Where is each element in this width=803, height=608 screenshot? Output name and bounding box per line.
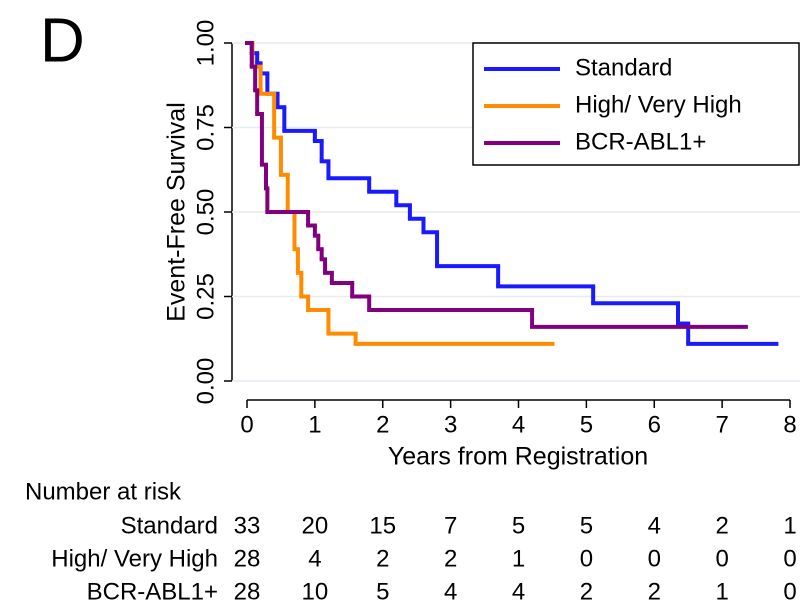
y-tick-label: 0.75: [192, 104, 219, 151]
risk-count: 5: [376, 578, 389, 605]
x-tick-label: 3: [444, 411, 457, 438]
y-tick-label: 0.00: [192, 358, 219, 405]
risk-count: 4: [648, 512, 661, 539]
risk-count: 1: [783, 512, 796, 539]
x-tick-label: 2: [376, 411, 389, 438]
risk-count: 20: [302, 512, 329, 539]
risk-count: 0: [648, 545, 661, 572]
y-tick-label: 0.50: [192, 189, 219, 236]
x-tick-label: 7: [715, 411, 728, 438]
risk-row-label: Standard: [121, 512, 218, 539]
x-axis-title: Years from Registration: [388, 443, 648, 471]
risk-count: 2: [444, 545, 457, 572]
x-tick-label: 8: [783, 411, 796, 438]
risk-count: 2: [580, 578, 593, 605]
risk-count: 10: [302, 578, 329, 605]
risk-count: 0: [783, 578, 796, 605]
risk-count: 15: [369, 512, 396, 539]
risk-count: 33: [234, 512, 261, 539]
y-tick-label: 0.25: [192, 273, 219, 320]
risk-count: 4: [444, 578, 457, 605]
risk-count: 2: [376, 545, 389, 572]
risk-row-label: BCR-ABL1+: [87, 578, 218, 605]
risk-count: 4: [308, 545, 321, 572]
risk-count: 2: [648, 578, 661, 605]
y-axis-title: Event-Free Survival: [163, 102, 191, 322]
y-tick-label: 1.00: [192, 20, 219, 67]
x-tick-label: 4: [512, 411, 525, 438]
risk-count: 4: [512, 578, 525, 605]
risk-count: 1: [715, 578, 728, 605]
risk-count: 1: [512, 545, 525, 572]
risk-count: 28: [234, 545, 261, 572]
x-tick-label: 6: [648, 411, 661, 438]
x-tick-label: 5: [580, 411, 593, 438]
legend-label: High/ Very High: [575, 91, 742, 118]
risk-count: 0: [783, 545, 796, 572]
legend-label: Standard: [575, 54, 672, 81]
risk-count: 7: [444, 512, 457, 539]
legend-label: BCR-ABL1+: [575, 128, 706, 155]
x-tick-label: 0: [240, 411, 253, 438]
x-tick-label: 1: [308, 411, 321, 438]
panel-label: D: [40, 6, 85, 75]
risk-count: 5: [580, 512, 593, 539]
risk-count: 2: [715, 512, 728, 539]
risk-count: 0: [580, 545, 593, 572]
risk-count: 28: [234, 578, 261, 605]
risk-table-title: Number at risk: [25, 478, 182, 505]
risk-count: 0: [715, 545, 728, 572]
risk-count: 5: [512, 512, 525, 539]
risk-row-label: High/ Very High: [51, 545, 218, 572]
